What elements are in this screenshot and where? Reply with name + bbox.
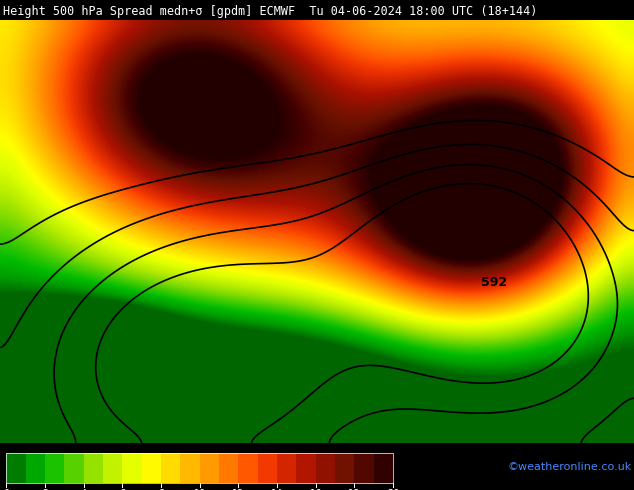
Bar [6, 453, 393, 483]
Bar [103, 453, 122, 483]
Bar [277, 453, 296, 483]
Text: Height 500 hPa Spread medn+σ [gpdm] ECMWF  Tu 04-06-2024 18:00 UTC (18+144): Height 500 hPa Spread medn+σ [gpdm] ECMW… [3, 4, 538, 18]
Text: 6: 6 [119, 489, 126, 490]
Text: 592: 592 [481, 276, 508, 289]
Bar [238, 453, 257, 483]
Text: 10: 10 [193, 489, 206, 490]
Text: 4: 4 [81, 489, 87, 490]
Bar [122, 453, 142, 483]
Bar [65, 453, 84, 483]
Text: 14: 14 [271, 489, 283, 490]
Bar [181, 453, 200, 483]
Text: 2: 2 [42, 489, 48, 490]
Bar [45, 453, 65, 483]
Bar [374, 453, 393, 483]
Bar [257, 453, 277, 483]
Bar [84, 453, 103, 483]
Bar [6, 453, 25, 483]
Bar [161, 453, 180, 483]
Text: 12: 12 [232, 489, 245, 490]
Bar [316, 453, 335, 483]
Bar [142, 453, 161, 483]
Text: 18: 18 [348, 489, 361, 490]
Text: 8: 8 [158, 489, 164, 490]
Bar [25, 453, 45, 483]
Text: ©weatheronline.co.uk: ©weatheronline.co.uk [507, 462, 631, 472]
Bar [354, 453, 374, 483]
Bar [219, 453, 238, 483]
Text: 16: 16 [309, 489, 322, 490]
Text: 0: 0 [3, 489, 10, 490]
Bar [297, 453, 316, 483]
Bar [200, 453, 219, 483]
Bar [335, 453, 354, 483]
Text: 20: 20 [387, 489, 399, 490]
